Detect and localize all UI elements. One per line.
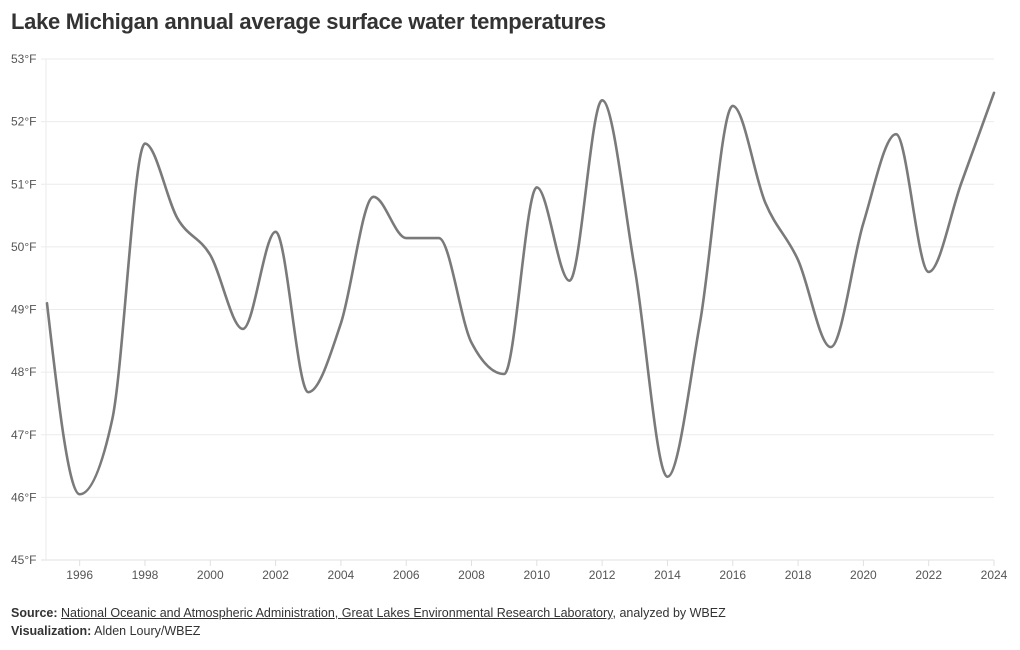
visualization-label: Visualization: [11,624,92,638]
noaa-link[interactable]: National Oceanic and Atmospheric Adminis… [61,606,335,620]
y-tick-label: 46°F [11,490,36,504]
chart-title: Lake Michigan annual average surface wat… [11,9,606,34]
source-separator: , [334,606,342,620]
x-tick-label: 2000 [197,568,224,582]
x-tick-label: 2024 [981,568,1008,582]
source-suffix: , analyzed by WBEZ [612,606,726,620]
temperature-line [45,91,996,496]
y-tick-label: 50°F [11,240,36,254]
visualization-line: Visualization: Alden Loury/WBEZ [11,622,726,640]
y-tick-label: 53°F [11,52,36,66]
source-label: Source: [11,606,58,620]
x-tick-label: 2010 [523,568,550,582]
x-tick-label: 2020 [850,568,877,582]
y-tick-label: 47°F [11,428,36,442]
x-tick-label: 2018 [785,568,812,582]
y-tick-label: 52°F [11,115,36,129]
source-line: Source: National Oceanic and Atmospheric… [11,604,726,622]
glerl-link[interactable]: Great Lakes Environmental Research Labor… [341,606,613,620]
x-tick-label: 2012 [589,568,616,582]
x-tick-label: 2016 [719,568,746,582]
footer: Source: National Oceanic and Atmospheric… [11,604,726,640]
y-tick-label: 51°F [11,177,36,191]
x-tick-label: 2008 [458,568,485,582]
x-tick-label: 2004 [328,568,355,582]
x-tick-label: 2014 [654,568,681,582]
x-axis: 1996 1998 2000 2002 2004 2006 2008 2010 2012 2014… [66,560,1008,582]
x-tick-label: 1996 [66,568,93,582]
x-tick-label: 2002 [262,568,289,582]
y-tick-label: 49°F [11,303,36,317]
gridlines [41,58,994,561]
x-tick-label: 2022 [915,568,942,582]
x-tick-label: 2006 [393,568,420,582]
y-tick-label: 45°F [11,553,36,567]
visualization-credit: Alden Loury/WBEZ [94,624,201,638]
y-tick-label: 48°F [11,365,36,379]
x-tick-label: 1998 [132,568,159,582]
y-axis: 45°F 46°F 47°F 48°F 49°F 50°F 51°F 52°F 53°F [11,52,36,567]
